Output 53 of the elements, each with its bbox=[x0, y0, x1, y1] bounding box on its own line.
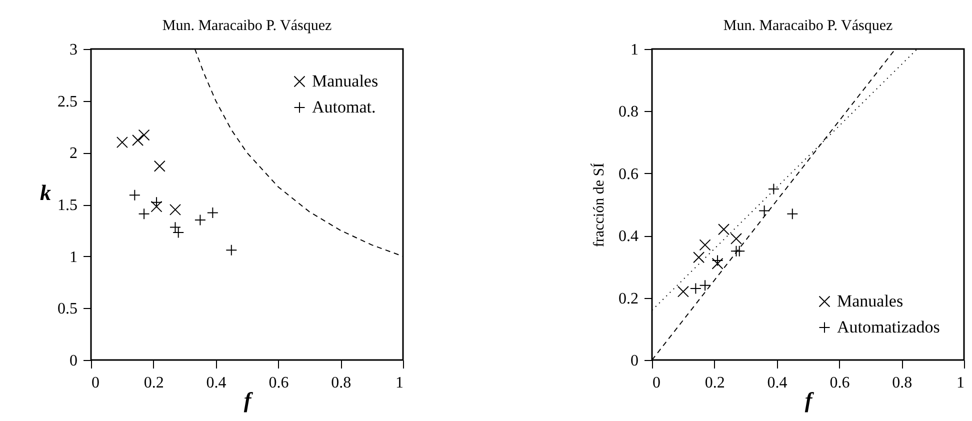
legend-label: Automat. bbox=[312, 98, 376, 116]
x-tick-label: 0.6 bbox=[830, 374, 850, 392]
x-tick-label: 0.4 bbox=[206, 374, 226, 392]
y-tick-label: 0 bbox=[630, 352, 638, 370]
point bbox=[150, 200, 162, 212]
x-tick-label: 0.8 bbox=[331, 374, 352, 392]
legend-label: Manuales bbox=[312, 72, 378, 90]
point bbox=[128, 189, 140, 201]
y-tick-label: 0.8 bbox=[618, 104, 638, 121]
point bbox=[226, 244, 238, 256]
x-tick-label: 0 bbox=[652, 374, 660, 392]
y-tick-label: 2 bbox=[70, 145, 78, 162]
point bbox=[154, 160, 166, 172]
point bbox=[699, 280, 711, 292]
y-tick-label: 0 bbox=[70, 352, 78, 370]
point bbox=[169, 204, 181, 216]
y-tick-label: 0.4 bbox=[618, 228, 638, 246]
y-tick-label: 3 bbox=[70, 42, 78, 58]
point bbox=[699, 239, 711, 251]
y-tick-label: 0.2 bbox=[618, 290, 638, 308]
legend-label: Automatizados bbox=[837, 318, 940, 336]
x-tick-label: 0.2 bbox=[144, 374, 164, 392]
y-tick-label: 1.5 bbox=[58, 197, 78, 214]
x-tick-label: 0.4 bbox=[767, 374, 788, 392]
x-axis-title: f bbox=[804, 388, 815, 412]
point bbox=[693, 252, 705, 264]
chart-title: Mun. Maracaibo P. Vásquez bbox=[162, 18, 332, 34]
point bbox=[712, 258, 724, 270]
y-tick-label: 0.6 bbox=[618, 166, 638, 183]
y-tick-label: 0.5 bbox=[58, 300, 78, 318]
x-tick-label: 0 bbox=[92, 374, 100, 392]
y-axis-title: k bbox=[40, 180, 51, 205]
point bbox=[730, 232, 742, 244]
x-tick-label: 1 bbox=[956, 374, 964, 392]
point bbox=[116, 136, 128, 148]
y-tick-label: 1 bbox=[630, 42, 638, 58]
y-tick-label: 1 bbox=[70, 248, 78, 266]
x-axis-title: f bbox=[244, 388, 254, 412]
x-tick-label: 0.2 bbox=[704, 374, 725, 392]
x-tick-label: 0.8 bbox=[892, 374, 912, 392]
x-tick-label: 1 bbox=[396, 374, 404, 392]
point bbox=[138, 208, 150, 220]
point bbox=[138, 129, 150, 141]
chart-title: Mun. Maracaibo P. Vásquez bbox=[723, 18, 893, 34]
point bbox=[786, 208, 798, 220]
point bbox=[758, 204, 770, 216]
legend-label: Manuales bbox=[837, 292, 904, 310]
point bbox=[206, 207, 218, 219]
point bbox=[132, 134, 144, 146]
x-tick-label: 0.6 bbox=[268, 374, 289, 392]
y-axis-title: fracción de SÍ bbox=[590, 162, 608, 248]
point bbox=[718, 224, 730, 236]
y-tick-label: 2.5 bbox=[58, 93, 78, 110]
